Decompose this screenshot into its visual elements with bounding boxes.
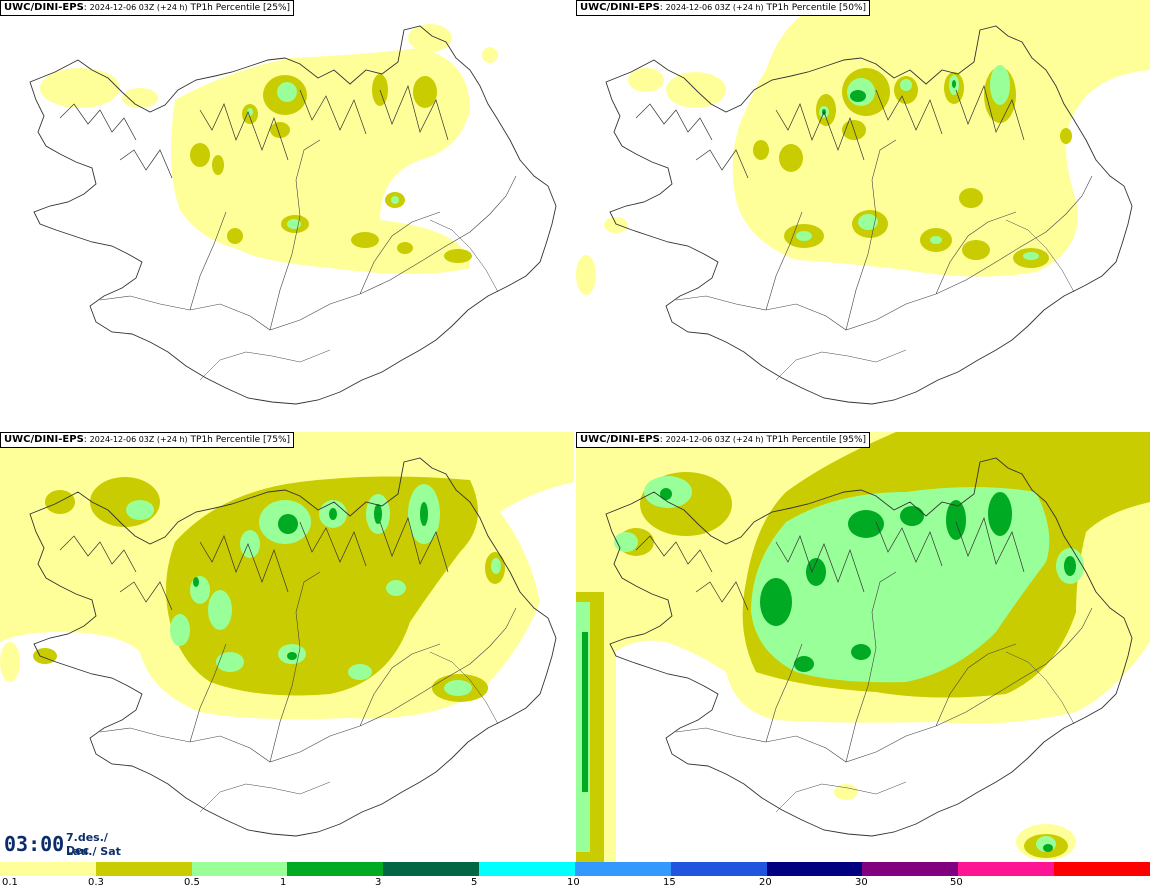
panel-field: TP1h Percentile [95%] — [766, 435, 867, 445]
panel-run: 2024-12-06 03Z (+24 h) — [89, 435, 188, 444]
panel-run: 2024-12-06 03Z (+24 h) — [665, 435, 764, 444]
panel-source: UWC/DINI-EPS — [4, 434, 84, 445]
colorbar-tick-label: 10 — [567, 877, 580, 888]
colorbar-tick-label: 15 — [663, 877, 676, 888]
map-panel-p95: UWC/DINI-EPS: 2024-12-06 03Z (+24 h) TP1… — [576, 432, 1150, 862]
panel-title: UWC/DINI-EPS: 2024-12-06 03Z (+24 h) TP1… — [576, 0, 871, 16]
colorbar-segment — [574, 862, 671, 876]
panel-title: UWC/DINI-EPS: 2024-12-06 03Z (+24 h) TP1… — [576, 432, 871, 448]
valid-time-box: 03:00 7.des./ Dec Lau./ Sat — [0, 826, 133, 862]
panel-source: UWC/DINI-EPS — [580, 434, 660, 445]
panel-title: UWC/DINI-EPS: 2024-12-06 03Z (+24 h) TP1… — [0, 432, 295, 448]
map-panel-p50: UWC/DINI-EPS: 2024-12-06 03Z (+24 h) TP1… — [576, 0, 1150, 430]
valid-date: 7.des./ Dec — [66, 831, 108, 857]
panel-title: UWC/DINI-EPS: 2024-12-06 03Z (+24 h) TP1… — [0, 0, 295, 16]
precip-map-p25 — [29, 24, 557, 405]
precip-colorbar — [0, 862, 1150, 876]
colorbar-segment — [1054, 862, 1150, 876]
panel-run: 2024-12-06 03Z (+24 h) — [665, 3, 764, 12]
panel-field: TP1h Percentile [50%] — [766, 3, 867, 13]
colorbar-segment — [479, 862, 575, 876]
valid-weekday: Lau./ Sat — [66, 845, 121, 858]
panel-field: TP1h Percentile [75%] — [190, 435, 291, 445]
panel-run: 2024-12-06 03Z (+24 h) — [89, 3, 188, 12]
colorbar-segment — [383, 862, 480, 876]
colorbar-tick-label: 0.3 — [88, 877, 104, 888]
precip-map-p75 — [0, 432, 574, 837]
colorbar-segment — [191, 862, 288, 876]
precip-map-p95 — [576, 432, 1150, 862]
colorbar-segment — [287, 862, 384, 876]
colorbar-segment — [766, 862, 863, 876]
colorbar-tick-label: 0.5 — [184, 877, 200, 888]
map-panel-p75: UWC/DINI-EPS: 2024-12-06 03Z (+24 h) TP1… — [0, 432, 574, 862]
colorbar-segment — [0, 862, 96, 876]
colorbar-segment — [95, 862, 192, 876]
precip-map-p50 — [576, 0, 1150, 405]
panel-source: UWC/DINI-EPS — [580, 2, 660, 13]
colorbar-segment — [670, 862, 767, 876]
colorbar-tick-label: 20 — [759, 877, 772, 888]
map-panel-p25: UWC/DINI-EPS: 2024-12-06 03Z (+24 h) TP1… — [0, 0, 574, 430]
colorbar-tick-label: 30 — [855, 877, 868, 888]
colorbar-tick-label: 3 — [375, 877, 382, 888]
valid-time: 03:00 — [4, 832, 65, 856]
colorbar-segment — [862, 862, 959, 876]
colorbar-segment — [958, 862, 1055, 876]
colorbar-tick-label: 0.1 — [2, 877, 18, 888]
colorbar-tick-label: 5 — [471, 877, 478, 888]
panel-field: TP1h Percentile [25%] — [190, 3, 291, 13]
panel-source: UWC/DINI-EPS — [4, 2, 84, 13]
colorbar-tick-label: 1 — [280, 877, 287, 888]
colorbar-tick-label: 50 — [950, 877, 963, 888]
